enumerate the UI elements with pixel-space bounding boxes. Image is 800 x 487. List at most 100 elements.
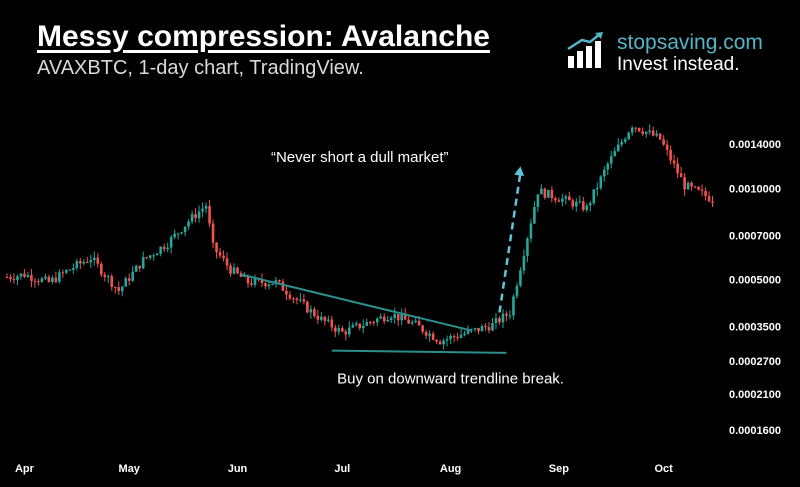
candle-up bbox=[393, 314, 396, 318]
candle-up bbox=[623, 139, 627, 142]
candle-down bbox=[313, 309, 316, 317]
x-tick-label: Sep bbox=[549, 463, 569, 475]
candle-down bbox=[302, 299, 306, 302]
candle-up bbox=[361, 325, 365, 329]
candle-up bbox=[190, 214, 194, 222]
candle-up bbox=[540, 188, 543, 195]
x-tick-label: Jun bbox=[228, 463, 248, 475]
candle-up bbox=[655, 133, 658, 136]
candle-down bbox=[672, 160, 676, 164]
candle-up bbox=[40, 278, 44, 282]
candle-down bbox=[358, 323, 362, 329]
candle-up bbox=[320, 316, 323, 320]
candle-down bbox=[9, 277, 12, 279]
y-tick-label: 0.0007000 bbox=[729, 230, 781, 242]
candle-up bbox=[533, 206, 536, 224]
candle-up bbox=[106, 276, 110, 278]
candle-down bbox=[543, 188, 547, 198]
candle-down bbox=[110, 276, 114, 288]
candle-up bbox=[599, 176, 603, 188]
candle-up bbox=[575, 201, 578, 207]
candle-down bbox=[641, 131, 644, 134]
candle-up bbox=[564, 196, 568, 199]
y-tick-label: 0.0010000 bbox=[729, 183, 781, 195]
descending-resistance-trendline bbox=[240, 273, 472, 332]
candle-down bbox=[281, 281, 285, 291]
candle-down bbox=[292, 298, 295, 300]
candle-up bbox=[386, 320, 390, 322]
candle-down bbox=[127, 278, 131, 281]
candle-down bbox=[334, 327, 337, 332]
candle-up bbox=[630, 127, 634, 133]
candle-down bbox=[278, 280, 281, 282]
candle-up bbox=[480, 326, 484, 332]
candle-up bbox=[515, 285, 519, 297]
candle-up bbox=[466, 329, 470, 334]
candle-up bbox=[449, 336, 452, 339]
candle-up bbox=[51, 277, 54, 282]
candle-down bbox=[99, 263, 103, 275]
candle-down bbox=[103, 274, 107, 277]
candle-down bbox=[704, 190, 707, 197]
candle-up bbox=[463, 333, 466, 335]
candle-up bbox=[410, 322, 414, 324]
candle-up bbox=[267, 284, 271, 287]
candle-down bbox=[340, 328, 344, 332]
bar-chart-growth-icon bbox=[567, 32, 603, 68]
candle-up bbox=[68, 269, 72, 271]
candle-down bbox=[37, 281, 40, 283]
candle-down bbox=[662, 139, 665, 145]
candle-up bbox=[89, 259, 93, 263]
candle-down bbox=[138, 265, 142, 269]
candle-up bbox=[627, 132, 631, 140]
candle-up bbox=[491, 323, 494, 331]
brand-logo[interactable]: stopsaving.com Invest instead. bbox=[545, 22, 770, 80]
candle-up bbox=[131, 271, 135, 281]
candle-up bbox=[169, 237, 173, 248]
candle-up bbox=[578, 201, 582, 203]
candle-up bbox=[44, 276, 47, 279]
candle-up bbox=[389, 317, 393, 321]
annotation-text: “Never short a dull market” bbox=[271, 149, 449, 166]
candle-down bbox=[568, 196, 571, 201]
candle-down bbox=[208, 205, 211, 224]
candle-down bbox=[700, 189, 704, 191]
candle-down bbox=[316, 316, 320, 320]
candle-down bbox=[113, 287, 117, 289]
candle-down bbox=[61, 272, 65, 274]
candle-down bbox=[295, 298, 299, 301]
candle-up bbox=[508, 315, 512, 317]
candle-up bbox=[197, 211, 201, 219]
candle-down bbox=[211, 223, 215, 243]
candle-down bbox=[484, 326, 487, 328]
candle-up bbox=[134, 265, 138, 272]
candle-up bbox=[620, 141, 624, 145]
candle-up bbox=[327, 319, 330, 321]
y-tick-label: 0.0002700 bbox=[729, 356, 781, 368]
candle-down bbox=[96, 257, 100, 264]
candle-up bbox=[347, 327, 351, 335]
candle-down bbox=[225, 258, 229, 266]
candle-down bbox=[477, 327, 480, 332]
candle-up bbox=[166, 247, 169, 250]
x-tick-label: Aug bbox=[440, 463, 461, 475]
candle-down bbox=[665, 144, 669, 150]
candle-up bbox=[187, 221, 190, 227]
candle-up bbox=[155, 253, 159, 256]
x-tick-label: Oct bbox=[654, 463, 673, 475]
candle-up bbox=[547, 189, 550, 198]
candle-down bbox=[306, 301, 309, 313]
candle-up bbox=[379, 316, 383, 319]
candle-up bbox=[414, 320, 417, 323]
candle-up bbox=[644, 131, 648, 134]
support-trendline bbox=[331, 349, 507, 354]
candle-up bbox=[201, 208, 204, 212]
candle-down bbox=[498, 318, 501, 323]
candle-up bbox=[459, 334, 463, 338]
candle-up bbox=[16, 276, 19, 280]
candle-up bbox=[494, 318, 498, 324]
candle-up bbox=[588, 203, 592, 206]
candle-down bbox=[407, 319, 410, 324]
candle-down bbox=[260, 279, 264, 284]
candle-up bbox=[253, 278, 257, 285]
